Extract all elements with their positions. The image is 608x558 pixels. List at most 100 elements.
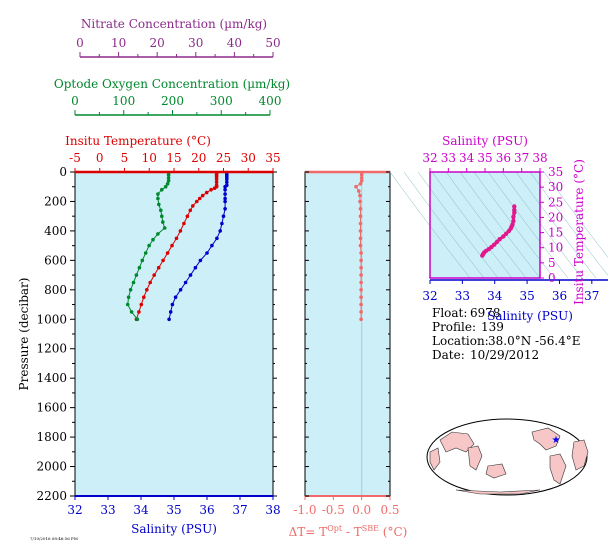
nitrate-tick-label: 20 xyxy=(150,36,165,50)
profile-panel: 0200400600800100012001400160018002000220… xyxy=(17,134,281,536)
salinity-point xyxy=(223,199,227,204)
map-land-north-america xyxy=(531,427,561,451)
nitrate-axis-label: Nitrate Concentration (µm/kg) xyxy=(81,17,267,31)
ts-right-tick-label: 20 xyxy=(548,210,563,224)
ts-bottom-tick-label: 35 xyxy=(519,289,534,303)
pressure-tick-label: 2000 xyxy=(36,460,67,474)
delta-t-point xyxy=(359,251,363,255)
delta-t-point xyxy=(358,243,363,248)
oxygen-point xyxy=(156,232,160,236)
temperature-point xyxy=(174,236,179,241)
date-label: Date: xyxy=(432,348,465,362)
oxygen-axis-ticks: 0 100 200 300 400 xyxy=(71,94,281,115)
temperature-point xyxy=(195,199,199,204)
ts-right-tick-label: 15 xyxy=(548,226,563,240)
nitrate-axis-ticks: 0 10 20 30 40 50 xyxy=(76,36,281,57)
temperature-point xyxy=(139,302,144,307)
salinity-point xyxy=(193,265,198,270)
temperature-axis-ticks: -5 0 5 10 15 20 25 30 35 xyxy=(69,151,281,172)
map-land-south-america xyxy=(549,453,567,485)
delta-t-point xyxy=(359,302,363,307)
oxygen-point xyxy=(166,176,171,180)
oxygen-point xyxy=(131,280,136,285)
temperature-point xyxy=(197,196,202,201)
salinity-point xyxy=(223,184,227,189)
salinity-tick-label: 37 xyxy=(232,503,247,517)
ts-point xyxy=(511,218,516,224)
oxygen-point xyxy=(162,226,167,230)
ts-density-contour xyxy=(431,171,513,279)
temperature-tick-label: 20 xyxy=(191,151,206,165)
temperature-point xyxy=(170,243,174,248)
ts-right-tick-label: 35 xyxy=(548,165,563,179)
temperature-tick-label: 5 xyxy=(121,151,129,165)
temperature-point xyxy=(214,180,219,185)
temperature-point xyxy=(145,288,149,292)
delta-t-point xyxy=(358,193,362,198)
salinity-point xyxy=(168,310,173,314)
ts-point xyxy=(512,204,517,209)
oxygen-point xyxy=(129,310,134,314)
oxygen-tick-label: 400 xyxy=(259,94,282,108)
temperature-point xyxy=(191,204,195,208)
temperature-point xyxy=(185,214,190,218)
oxygen-tick-label: 300 xyxy=(210,94,233,108)
nitrate-tick-label: 10 xyxy=(111,36,126,50)
ts-bottom-tick-label: 32 xyxy=(422,289,437,303)
salinity-point xyxy=(170,302,175,307)
float-label: Float: xyxy=(432,306,467,320)
map-land-india xyxy=(467,445,483,471)
delta-t-tick-label: 0.0 xyxy=(352,503,371,517)
temperature-tick-label: 35 xyxy=(265,151,280,165)
ts-top-tick-label: 34 xyxy=(459,151,475,165)
map-land-africa xyxy=(571,439,589,471)
temperature-point xyxy=(152,273,156,277)
oxygen-point xyxy=(161,220,165,224)
pressure-axis-label: Pressure (decibar) xyxy=(17,278,31,391)
nitrate-tick-label: 40 xyxy=(227,36,242,50)
delta-t-panel: -1.0 -0.5 0.0 0.5 ΔT= TOpt - TSBE (°C) xyxy=(289,170,408,539)
nitrate-tick-label: 0 xyxy=(76,36,84,50)
ts-right-tick-label: 5 xyxy=(548,256,556,270)
profile-label: Profile: xyxy=(432,320,476,334)
salinity-point xyxy=(223,192,227,196)
temperature-point xyxy=(188,208,193,213)
delta-t-pressure-ticks xyxy=(305,171,390,497)
temperature-point xyxy=(182,221,186,226)
delta-t-tick-label: -0.5 xyxy=(322,503,345,517)
salinity-tick-label: 33 xyxy=(100,503,115,517)
pressure-tick-label: 1600 xyxy=(36,401,67,415)
float-location-marker: ★ xyxy=(552,435,561,446)
delta-t-point xyxy=(354,184,358,189)
profile-data-layer xyxy=(125,170,229,322)
delta-t-axis-label: ΔT= TOpt - TSBE (°C) xyxy=(289,524,408,539)
pressure-axis: 0 200 400 600 800 1000 1200 1400 1600 1800 2000 220… xyxy=(36,165,277,503)
oxygen-point xyxy=(156,196,160,201)
oxygen-tick-label: 100 xyxy=(112,94,135,108)
ts-top-tick-label: 37 xyxy=(514,151,529,165)
temperature-point xyxy=(200,193,205,198)
oxygen-point xyxy=(126,295,131,300)
ts-point xyxy=(501,234,506,239)
temperature-point xyxy=(148,280,152,285)
float-info: Float: 6978 Profile: 139 Location: 38.0°… xyxy=(432,306,581,362)
ts-point xyxy=(511,214,516,219)
salinity-point xyxy=(178,288,183,292)
ts-salinity-top-label: Salinity (PSU) xyxy=(442,134,528,148)
ts-right-tick-label: 30 xyxy=(548,180,563,194)
oxygen-point xyxy=(160,187,164,192)
nitrate-axis: Nitrate Concentration (µm/kg) 0 10 20 30 40 5… xyxy=(76,17,281,58)
ts-bottom-tick-label: 36 xyxy=(552,289,567,303)
location-label: Location: xyxy=(432,334,489,348)
salinity-point xyxy=(210,243,214,248)
delta-t-point xyxy=(359,176,364,180)
ts-data-layer xyxy=(480,204,517,258)
salinity-point xyxy=(225,177,229,182)
temperature-axis-label: Insitu Temperature (°C) xyxy=(65,134,211,148)
ts-bottom-tick-label: 33 xyxy=(455,289,470,303)
salinity-point xyxy=(220,221,224,226)
ts-point xyxy=(494,239,500,245)
oxygen-axis-label: Optode Oxygen Concentration (µm/kg) xyxy=(54,77,290,91)
salinity-point xyxy=(173,295,178,300)
ts-point xyxy=(497,237,502,242)
